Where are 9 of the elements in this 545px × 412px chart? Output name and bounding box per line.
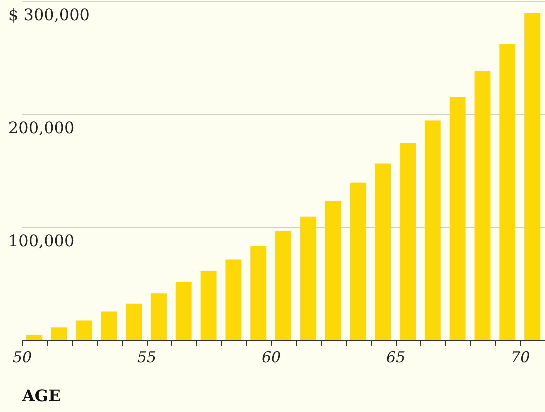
y-tick-label: 200,000 (8, 118, 75, 138)
x-axis-title: AGE (22, 386, 61, 406)
y-tick-label: $ 300,000 (8, 6, 90, 24)
x-tick-label: 55 (137, 348, 157, 366)
y-tick-label: 100,000 (8, 232, 75, 250)
x-tick-label: 70 (511, 348, 531, 366)
x-tick-label: 65 (386, 348, 406, 366)
x-tick-label: 50 (12, 348, 32, 366)
x-tick-label: 60 (262, 348, 282, 366)
